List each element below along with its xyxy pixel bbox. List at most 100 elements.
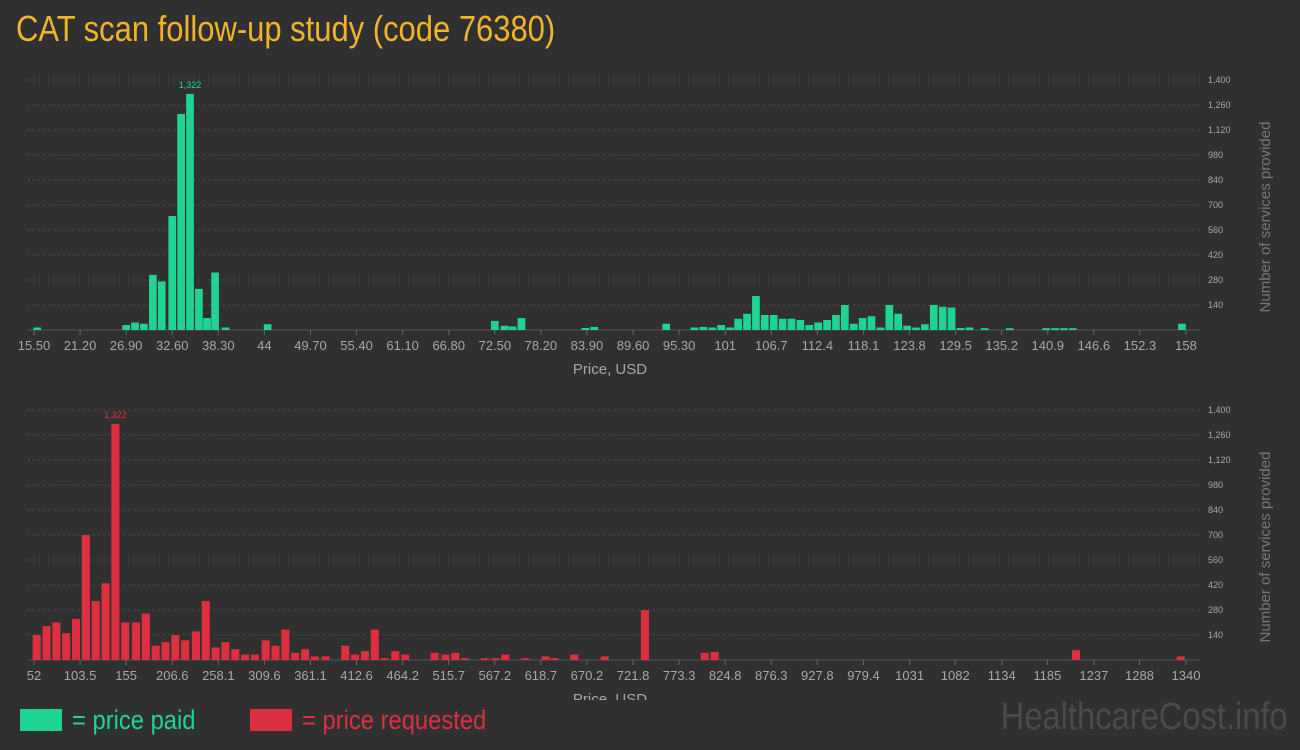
x-tick-label: 876.3 (755, 668, 788, 683)
bar (480, 658, 489, 660)
bar (441, 654, 450, 660)
x-tick-label: 95.30 (663, 338, 696, 353)
x-tick-label: 140.9 (1031, 338, 1064, 353)
y-tick-label: 420 (1208, 580, 1223, 590)
chart-price-paid: 140 280 420 560 700 840 980 1,120 1,260 1,400 1,32… (18, 75, 1274, 378)
legend-label-requested: = price requested (302, 704, 487, 735)
bar (300, 649, 310, 660)
bar (885, 305, 894, 330)
x-tick-label: 158 (1175, 338, 1197, 353)
bar (491, 658, 500, 660)
x-tick-label: 26.90 (110, 338, 143, 353)
bar (131, 622, 140, 660)
bar (370, 629, 379, 660)
bar (171, 635, 180, 660)
peak-data-label: 1,322 (179, 80, 202, 90)
bar (1060, 328, 1068, 330)
bar (148, 274, 157, 330)
x-tick-label: 1288 (1125, 668, 1154, 683)
bar (52, 622, 61, 660)
bar (508, 326, 517, 330)
x-axis-label: Price, USD (573, 361, 647, 378)
bar (903, 325, 911, 330)
bar (832, 315, 840, 330)
x-tick-label: 258.1 (202, 668, 235, 683)
bar (168, 216, 177, 330)
y-tick-label: 1,120 (1208, 125, 1231, 135)
y-tick-label: 700 (1208, 200, 1223, 210)
legend-swatch-paid (20, 709, 62, 731)
x-tick-label: 567.2 (479, 668, 512, 683)
x-tick-label: 55.40 (340, 338, 373, 353)
bar (662, 323, 671, 330)
x-tick-label: 106.7 (755, 338, 788, 353)
bar (141, 613, 150, 660)
bar (690, 327, 699, 330)
x-tick-label: 61.10 (386, 338, 419, 353)
bar (81, 535, 90, 660)
bar (42, 626, 51, 660)
x-tick-label: 1082 (941, 668, 970, 683)
x-tick-label: 721.8 (617, 668, 650, 683)
bar (581, 328, 590, 330)
bar (211, 647, 220, 660)
x-tick-label: 155 (115, 668, 137, 683)
bar (600, 656, 609, 660)
x-tick-label: 78.20 (525, 338, 558, 353)
x-tick-label: 103.5 (64, 668, 97, 683)
bar (929, 305, 938, 330)
bar (980, 328, 989, 330)
x-tick-label: 1134 (988, 668, 1016, 683)
y-tick-label: 280 (1208, 605, 1223, 615)
bar (490, 320, 499, 330)
legend-item-requested: = price requested (250, 700, 511, 740)
bar (699, 326, 708, 330)
bar (360, 651, 369, 660)
x-tick-label: 979.4 (847, 668, 880, 683)
bar (62, 633, 71, 660)
x-tick-label: 1031 (895, 668, 924, 683)
bar (177, 113, 185, 330)
bar (250, 654, 259, 660)
bar (823, 320, 831, 330)
bar (769, 315, 778, 330)
bar (640, 610, 649, 660)
bar (203, 318, 211, 330)
bar (380, 658, 389, 660)
x-tick-label: 464.2 (386, 668, 419, 683)
bar (894, 313, 903, 330)
x-tick-label: 38.30 (202, 338, 235, 353)
y-tick-label: 560 (1208, 555, 1223, 565)
x-tick-label: 152.3 (1124, 338, 1157, 353)
bar (590, 326, 599, 330)
bar (195, 288, 203, 330)
x-tick-label: 361.1 (294, 668, 327, 683)
y-tick-label: 700 (1208, 530, 1223, 540)
bar (261, 640, 270, 660)
bar (1176, 656, 1185, 660)
bar (122, 325, 130, 330)
y-tick-label: 1,400 (1208, 405, 1231, 415)
x-tick-label: 83.90 (571, 338, 604, 353)
bar (401, 654, 410, 660)
watermark: HealthcareCost.info (1000, 696, 1288, 738)
x-tick-label: 49.70 (294, 338, 327, 353)
bar (1071, 650, 1081, 660)
x-tick-label: 1185 (1033, 668, 1061, 683)
bar (291, 652, 300, 660)
x-tick-label: 1237 (1079, 668, 1108, 683)
x-tick-label: 89.60 (617, 338, 650, 353)
x-tick-label: 618.7 (525, 668, 558, 683)
y-tick-label: 980 (1208, 480, 1223, 490)
bar (841, 305, 849, 330)
x-tick-label: 112.4 (802, 338, 834, 353)
bar (743, 313, 751, 330)
bar (351, 654, 360, 660)
bar (520, 658, 530, 660)
bar (33, 327, 42, 330)
bar (710, 651, 719, 660)
bar (965, 327, 974, 330)
bar (760, 315, 769, 330)
bar (221, 327, 230, 330)
bar (938, 306, 947, 330)
